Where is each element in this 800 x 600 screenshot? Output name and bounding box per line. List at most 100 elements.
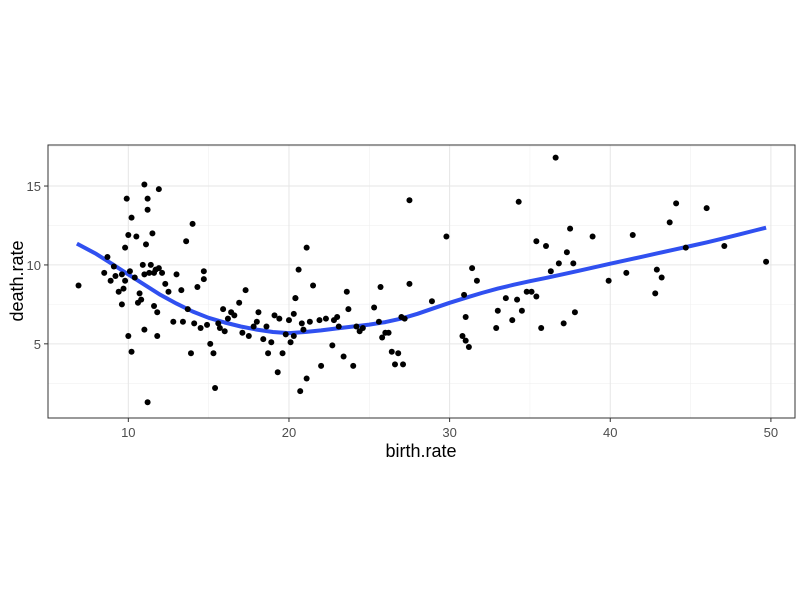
data-point xyxy=(200,268,207,275)
data-point xyxy=(282,331,289,338)
data-point xyxy=(560,320,567,327)
data-point xyxy=(310,282,317,289)
data-point xyxy=(224,315,231,322)
data-point xyxy=(265,350,272,357)
data-point xyxy=(538,325,545,332)
data-point xyxy=(215,320,222,327)
data-point xyxy=(125,231,132,238)
data-point xyxy=(189,220,196,227)
data-point xyxy=(242,287,249,294)
data-point xyxy=(112,272,119,279)
data-point xyxy=(118,271,125,278)
data-point xyxy=(144,399,151,406)
data-point xyxy=(400,361,407,368)
data-point xyxy=(340,353,347,360)
x-tick-label: 30 xyxy=(442,425,456,440)
data-point xyxy=(263,323,270,330)
data-point xyxy=(125,332,132,339)
data-point xyxy=(210,350,217,357)
data-point xyxy=(271,312,278,319)
data-point xyxy=(658,274,665,281)
data-point xyxy=(552,154,559,161)
data-point xyxy=(345,306,352,313)
data-point xyxy=(146,269,153,276)
data-point xyxy=(139,261,146,268)
data-point xyxy=(141,181,148,188)
data-point xyxy=(212,385,219,392)
data-point xyxy=(287,339,294,346)
data-point xyxy=(179,318,186,325)
data-point xyxy=(385,329,392,336)
data-point xyxy=(343,288,350,295)
data-point xyxy=(276,315,283,322)
data-point xyxy=(652,290,659,297)
data-point xyxy=(104,254,111,261)
y-tick-label: 5 xyxy=(34,337,41,352)
data-point xyxy=(303,375,310,382)
data-point xyxy=(515,198,522,205)
data-point xyxy=(255,309,262,316)
data-point xyxy=(533,293,540,300)
data-point xyxy=(567,225,574,232)
data-point xyxy=(194,284,201,291)
x-tick-label: 20 xyxy=(282,425,296,440)
data-point xyxy=(350,362,357,369)
data-point xyxy=(461,291,468,298)
data-point xyxy=(462,314,469,321)
data-point xyxy=(428,298,435,305)
data-point xyxy=(721,242,728,249)
data-point xyxy=(377,284,384,291)
data-point xyxy=(401,315,408,322)
data-point xyxy=(443,233,450,240)
data-point xyxy=(122,244,129,251)
data-point xyxy=(388,348,395,355)
x-tick-label: 50 xyxy=(764,425,778,440)
data-point xyxy=(159,269,166,276)
data-point xyxy=(509,317,516,324)
data-point xyxy=(316,317,323,324)
data-point xyxy=(306,318,313,325)
data-point xyxy=(187,350,194,357)
data-point xyxy=(107,277,114,284)
data-point xyxy=(329,342,336,349)
data-point xyxy=(292,295,299,302)
data-point xyxy=(279,350,286,357)
data-point xyxy=(493,325,500,332)
data-point xyxy=(120,285,127,292)
data-point xyxy=(165,288,172,295)
data-point xyxy=(303,244,310,251)
data-point xyxy=(285,317,292,324)
data-point xyxy=(371,304,378,311)
data-point xyxy=(359,325,366,332)
data-point xyxy=(75,282,82,289)
data-point xyxy=(149,230,156,237)
data-point xyxy=(154,309,161,316)
x-tick-label: 10 xyxy=(121,425,135,440)
data-point xyxy=(335,323,342,330)
data-point xyxy=(126,268,133,275)
data-point xyxy=(290,310,297,317)
data-point xyxy=(653,266,660,273)
data-point xyxy=(123,195,130,202)
data-point xyxy=(353,323,360,330)
data-point xyxy=(141,326,148,333)
data-point xyxy=(200,276,207,283)
data-point xyxy=(295,266,302,273)
x-axis-title: birth.rate xyxy=(385,441,456,461)
data-point xyxy=(555,260,562,267)
data-point xyxy=(318,362,325,369)
panel-border xyxy=(47,144,796,419)
y-axis-title: death.rate xyxy=(7,240,27,321)
data-point xyxy=(465,343,472,350)
y-tick-label: 15 xyxy=(27,179,41,194)
smooth-line xyxy=(75,225,767,336)
data-point xyxy=(128,214,135,221)
data-point xyxy=(543,242,549,249)
data-point xyxy=(528,288,535,295)
data-point xyxy=(144,195,151,202)
data-point xyxy=(274,369,281,376)
data-point xyxy=(673,200,680,207)
data-point xyxy=(300,326,307,333)
data-point xyxy=(236,299,243,306)
